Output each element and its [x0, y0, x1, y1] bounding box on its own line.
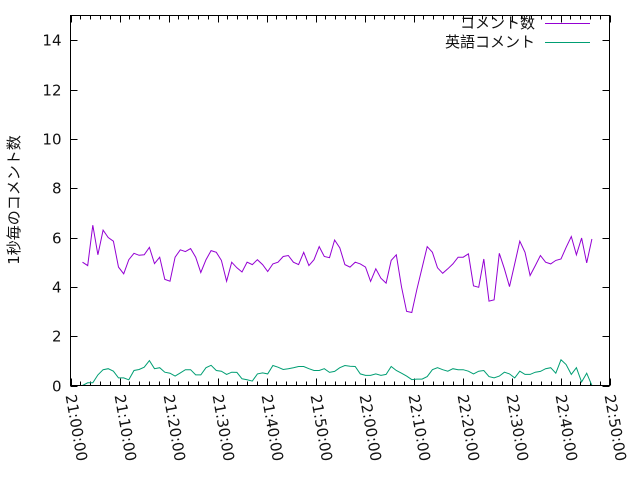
y-tick-label: 0 — [52, 378, 62, 396]
y-tick-label: 8 — [52, 180, 62, 198]
x-tick-label: 21:50:00 — [307, 393, 336, 462]
legend-label: コメント数 — [460, 14, 535, 32]
x-tick-label: 21:40:00 — [258, 393, 287, 462]
x-tick-label: 22:30:00 — [503, 393, 532, 462]
y-axis-label: 1秒毎のコメント数 — [5, 135, 23, 265]
series-group — [82, 225, 593, 386]
x-tick-label: 22:10:00 — [405, 393, 434, 462]
series-line-1 — [82, 358, 593, 386]
y-tick-label: 10 — [42, 131, 61, 149]
x-tick-label: 21:10:00 — [111, 393, 140, 462]
y-tick-label: 2 — [52, 328, 62, 346]
x-tick-label: 21:20:00 — [160, 393, 189, 462]
x-tick-label: 22:40:00 — [552, 393, 581, 462]
y-tick-label: 14 — [42, 32, 61, 50]
y-tick-label: 12 — [42, 82, 61, 100]
y-tick-label: 6 — [52, 230, 62, 248]
x-tick-label: 21:30:00 — [209, 393, 238, 462]
series-line-0 — [82, 225, 593, 314]
legend-label: 英語コメント — [445, 33, 535, 51]
x-tick-label: 21:00:00 — [62, 393, 91, 462]
x-tick-label: 22:20:00 — [454, 393, 483, 462]
x-tick-label: 22:00:00 — [356, 393, 385, 462]
axes: 0 2 4 6 8 10 12 14 21:00:00 21:10:00 21:20:00 21:30… — [42, 15, 630, 463]
plot-border — [70, 15, 610, 386]
y-tick-label: 4 — [52, 279, 62, 297]
x-tick-label: 22:50:00 — [601, 393, 630, 462]
